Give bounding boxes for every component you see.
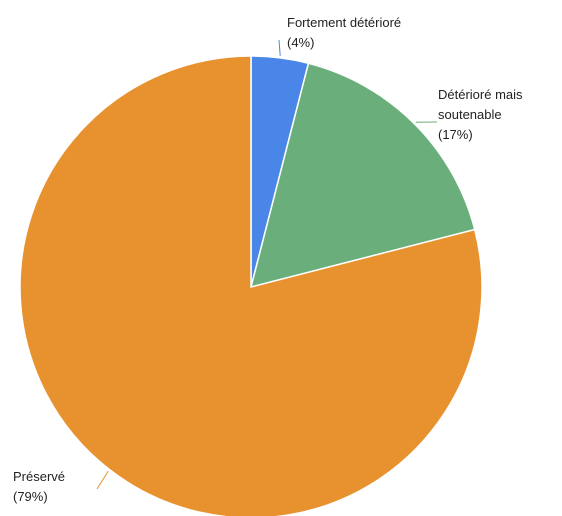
slice-label-deteriore-mais-soutenable: Détérioré mais soutenable (17%) — [438, 87, 526, 142]
slice-label-deteriore-line-1: Détérioré mais — [438, 87, 523, 102]
slice-preserve — [19, 55, 483, 516]
slice-label-fortement-deteriore: Fortement détérioré (4%) — [287, 15, 405, 50]
leader-line-slice-preserve — [96, 470, 109, 490]
slice-label-deteriore-line-2: soutenable — [438, 107, 502, 122]
slice-deteriore-mais-soutenable — [249, 62, 476, 289]
leader-lines — [96, 39, 438, 490]
slice-label-fortement-deteriore-line-1: Fortement détérioré — [287, 15, 401, 30]
slice-label-fortement-deteriore-line-2: (4%) — [287, 35, 314, 50]
leader-line-slice-fortement-deteriore — [278, 39, 281, 56]
slice-label-preserve-line-2: (79%) — [13, 489, 48, 504]
slice-label-deteriore-line-3: (17%) — [438, 127, 473, 142]
slice-label-preserve-line-1: Préservé — [13, 469, 65, 484]
pie-slices — [19, 55, 483, 516]
slice-label-preserve: Préservé (79%) — [13, 469, 69, 504]
